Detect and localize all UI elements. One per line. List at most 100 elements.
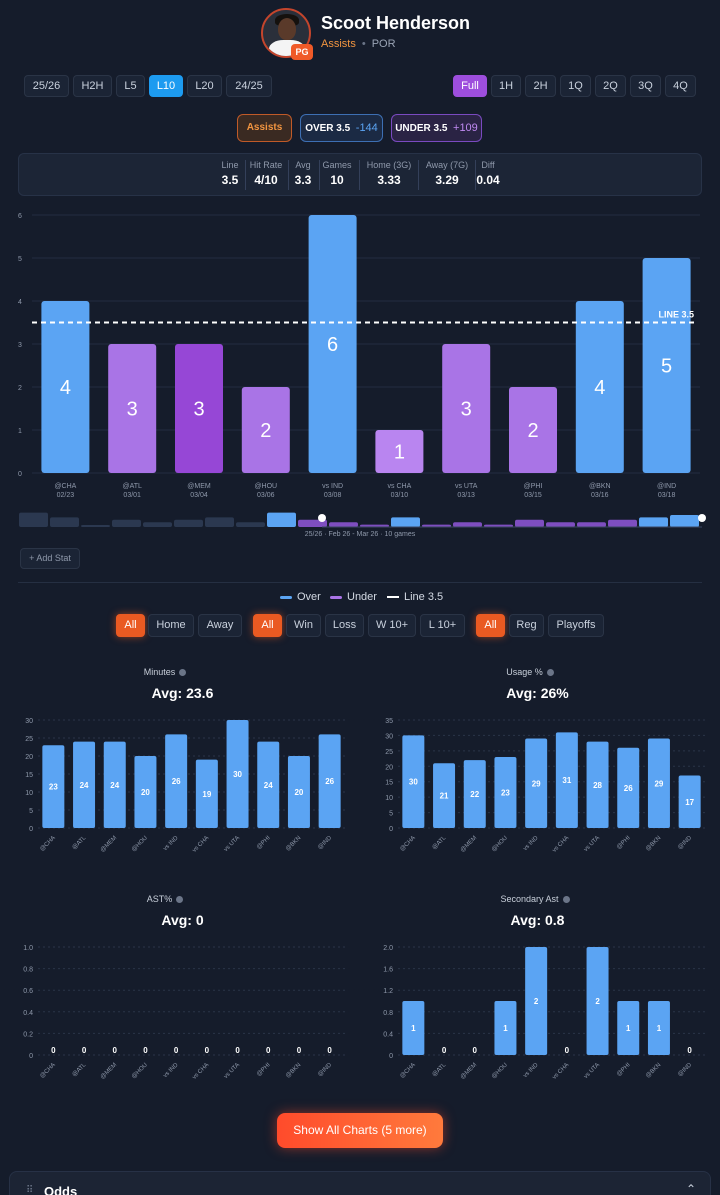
under-button[interactable]: UNDER 3.5 +109 (391, 114, 482, 142)
timeline-bar (360, 524, 389, 527)
bar-value-label: 1 (503, 1024, 508, 1033)
player-subtitle: Assists • POR (321, 38, 396, 50)
timeline-handle-end (698, 514, 706, 522)
period-tab-4q[interactable]: 4Q (665, 75, 696, 97)
x-tick-label: vs CHA (192, 1062, 211, 1081)
y-tick-label: 1.2 (383, 988, 393, 995)
outcome-filter-loss[interactable]: Loss (325, 614, 364, 637)
bar-value-label: 29 (532, 779, 541, 788)
bar (41, 301, 90, 473)
line-label: LINE 3.5 (658, 310, 694, 320)
outcome-filter-w10[interactable]: W 10+ (368, 614, 416, 637)
odds-section[interactable]: ⠿ Odds ⌃ (9, 1171, 711, 1195)
range-tab-25-26[interactable]: 25/26 (24, 75, 69, 97)
legend-line: Line 3.5 (387, 591, 443, 603)
period-tab-1h[interactable]: 1H (491, 75, 521, 97)
y-tick-label: 5 (29, 808, 33, 815)
y-tick-label: 2.0 (383, 945, 393, 952)
season-filter-playoffs[interactable]: Playoffs (548, 614, 604, 637)
timeline-bar (422, 524, 451, 527)
range-tab-24-25[interactable]: 24/25 (226, 75, 272, 97)
range-tab-l10[interactable]: L10 (149, 75, 183, 97)
outcome-filter-win[interactable]: Win (286, 614, 321, 637)
player-name: Scoot Henderson (321, 13, 471, 33)
info-icon (546, 669, 554, 677)
venue-filter-home[interactable]: Home (148, 614, 194, 637)
range-tab-l20[interactable]: L20 (187, 75, 222, 97)
bar (617, 747, 640, 828)
timeline-bar (205, 517, 234, 527)
y-tick-label: 0.4 (383, 1031, 393, 1038)
y-tick-label: 0.8 (23, 967, 33, 974)
stat-hit-rate: Hit Rate 4/10 (249, 160, 283, 187)
x-tick-label: @CHA (399, 1062, 417, 1080)
bar-value-label: 5 (661, 356, 672, 378)
x-tick-label: vs CHA (192, 835, 211, 854)
stat-away: Away (7G) 3.29 (425, 160, 469, 187)
period-tab-full[interactable]: Full (453, 75, 487, 97)
range-tab-l5[interactable]: L5 (116, 75, 145, 97)
under-odds: +109 (453, 122, 478, 134)
period-tab-3q[interactable]: 3Q (630, 75, 661, 97)
season-filter-reg[interactable]: Reg (509, 614, 544, 637)
y-tick-label: 2 (18, 385, 22, 392)
bar-value-label: 0 (473, 1046, 478, 1055)
period-tab-2q[interactable]: 2Q (595, 75, 626, 97)
x-tick-label: @MEM (460, 835, 478, 853)
minutes-bar-chart: 0 5 10 15 20 25 30 23 @CHA 24 @ATL 24 @MEM 20 @HOU 26 vs… (25, 718, 345, 854)
bar (678, 775, 701, 828)
season-filter-all[interactable]: All (476, 614, 505, 637)
timeline-scrubber[interactable] (0, 505, 720, 535)
x-tick-opponent: vs CHA (388, 483, 412, 490)
legend-under: Under (330, 591, 377, 603)
bar-value-label: 30 (233, 770, 242, 779)
period-tab-1q[interactable]: 1Q (560, 75, 591, 97)
bar-value-label: 17 (685, 798, 694, 807)
x-tick-label: @BKN (645, 835, 662, 852)
add-stat-button[interactable]: + Add Stat (20, 548, 80, 569)
odds-title: Odds (44, 1184, 78, 1195)
usage-bar-chart: 0 5 10 15 20 25 30 35 30 @CHA 21 @ATL 22 @MEM 23 @HOU 29… (385, 718, 705, 854)
timeline-bar (81, 525, 110, 527)
bar (647, 738, 670, 828)
show-all-charts-button[interactable]: Show All Charts (5 more) (277, 1113, 443, 1148)
bar-value-label: 26 (172, 777, 181, 786)
outcome-filter-l10[interactable]: L 10+ (420, 614, 465, 637)
timeline-bar (546, 522, 575, 527)
y-tick-label: 0.2 (23, 1031, 33, 1038)
bar-value-label: 22 (470, 790, 479, 799)
x-tick-label: @HOU (131, 1062, 149, 1080)
bar (103, 741, 126, 828)
x-tick-opponent: @MEM (187, 483, 211, 490)
timeline-bar (515, 519, 544, 527)
x-tick-opponent: @CHA (54, 483, 76, 490)
bar-value-label: 28 (593, 781, 602, 790)
x-tick-label: @MEM (100, 835, 118, 853)
y-tick-label: 6 (18, 213, 22, 220)
bar (402, 735, 425, 828)
venue-filter-away[interactable]: Away (198, 614, 242, 637)
bar-value-label: 2 (534, 997, 539, 1006)
range-tab-h2h[interactable]: H2H (73, 75, 112, 97)
stat-diff: Diff 0.04 (476, 160, 500, 187)
x-tick-opponent: @HOU (254, 483, 277, 490)
x-tick-label: @ATL (71, 835, 87, 851)
drag-handle-icon[interactable]: ⠿ (26, 1185, 34, 1195)
x-tick-label: @BKN (645, 1062, 662, 1079)
period-tab-2h[interactable]: 2H (525, 75, 556, 97)
stat-selector-button[interactable]: Assists (237, 114, 292, 142)
over-button[interactable]: OVER 3.5 -144 (300, 114, 383, 142)
x-tick-opponent: @IND (657, 483, 676, 490)
usage-avg: Avg: 26% (506, 685, 569, 701)
bar-value-label: 0 (565, 1046, 570, 1055)
minutes-avg: Avg: 23.6 (151, 685, 214, 701)
chevron-up-icon[interactable]: ⌃ (686, 1182, 697, 1195)
bar-value-label: 20 (141, 788, 150, 797)
timeline-bar (112, 519, 141, 527)
x-tick-label: vs CHA (552, 1062, 571, 1081)
x-tick-label: @PHI (616, 1062, 632, 1078)
outcome-filter-all[interactable]: All (253, 614, 282, 637)
timeline-bar (267, 512, 296, 527)
venue-filter-all[interactable]: All (116, 614, 145, 637)
y-tick-label: 0.6 (23, 988, 33, 995)
